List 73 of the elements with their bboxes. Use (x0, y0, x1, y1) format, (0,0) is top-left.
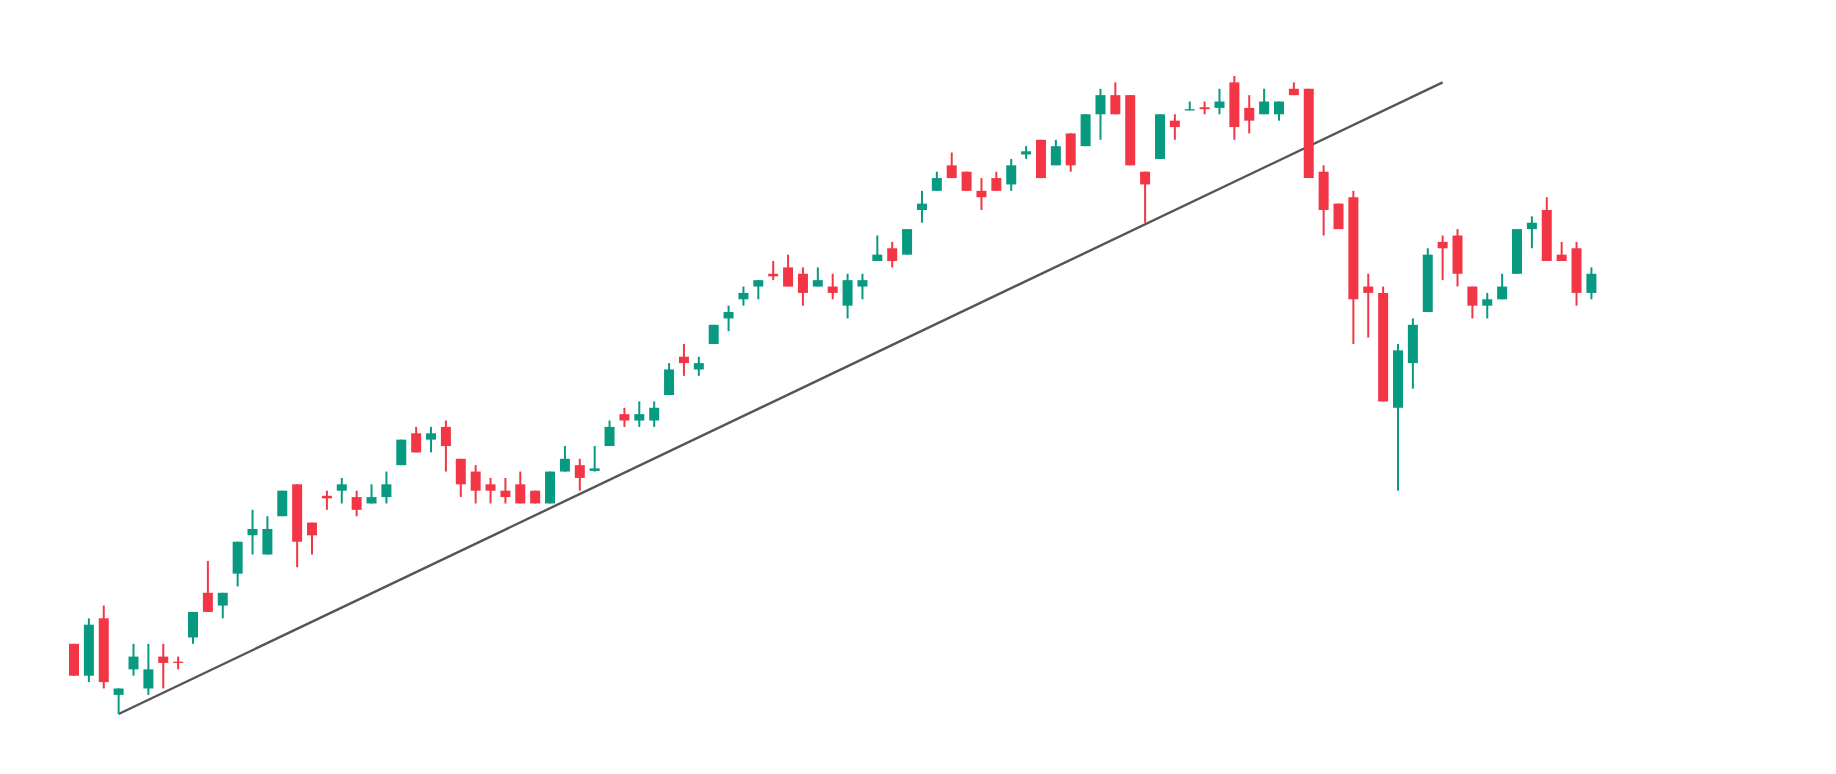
candlestick (247, 508, 258, 556)
candlestick (470, 464, 481, 505)
candlestick (217, 591, 228, 620)
candlestick (455, 457, 466, 499)
candlestick (1169, 113, 1180, 141)
candlestick (991, 170, 1002, 192)
candlestick (1407, 317, 1418, 390)
candlestick (589, 445, 600, 473)
candlestick (1050, 138, 1061, 167)
candlestick (664, 362, 675, 396)
candlestick (69, 642, 79, 677)
candlestick (797, 266, 808, 307)
candlestick (857, 272, 868, 301)
candlestick (649, 400, 660, 428)
candlestick (842, 272, 853, 320)
candlestick (1065, 132, 1076, 173)
candlestick (381, 470, 392, 505)
candlestick (1497, 272, 1508, 301)
candlestick (619, 406, 630, 428)
candlestick (872, 234, 883, 263)
candlestick (440, 419, 451, 473)
candlestick (574, 457, 585, 492)
candlestick (188, 610, 199, 645)
candlestick (723, 304, 734, 333)
candlestick (559, 445, 570, 473)
candlestick (336, 476, 347, 505)
candlestick (976, 177, 987, 211)
candlestick (1318, 164, 1329, 237)
candlestick (351, 489, 362, 518)
candlestick (916, 189, 927, 224)
candlestick (515, 470, 526, 505)
candlestick (887, 240, 898, 269)
candlestick (158, 642, 169, 690)
candlestick (485, 476, 496, 505)
candlestick (143, 642, 154, 696)
candlestick (426, 425, 437, 454)
candlestick (1080, 113, 1091, 148)
candlestick (931, 170, 942, 192)
candlestick (1452, 228, 1463, 288)
candlestick (1214, 87, 1225, 116)
candlestick (693, 355, 704, 377)
candlestick (634, 400, 645, 428)
candlestick (1244, 94, 1255, 135)
candlestick (113, 687, 124, 715)
candlestick (812, 266, 823, 288)
candlestick (232, 540, 243, 588)
candlestick (1571, 240, 1582, 307)
candlestick (946, 151, 957, 180)
candlestick (128, 642, 139, 677)
candlestick (1363, 272, 1374, 339)
candlestick (1526, 215, 1537, 250)
candlestick (262, 515, 273, 556)
candlestick (1467, 285, 1478, 320)
candlestick (1437, 234, 1448, 282)
candlestick (1229, 75, 1240, 141)
candlestick (827, 272, 838, 301)
candlestick (202, 559, 213, 613)
candlestick (1140, 170, 1151, 224)
candlestick (678, 342, 689, 377)
candlestick (1110, 81, 1121, 116)
candlestick (500, 476, 511, 505)
candlestick (1259, 87, 1270, 116)
candlestick (411, 425, 422, 454)
candlestick (753, 279, 764, 301)
candlestick (307, 521, 318, 556)
candlestick (738, 285, 749, 307)
candlestick (783, 253, 794, 288)
candlestick (1006, 157, 1017, 192)
candlestick (604, 419, 615, 448)
candlestick (1095, 87, 1106, 141)
candlestick (902, 228, 913, 256)
candlestick (1482, 291, 1493, 320)
candlestick (1586, 266, 1597, 301)
